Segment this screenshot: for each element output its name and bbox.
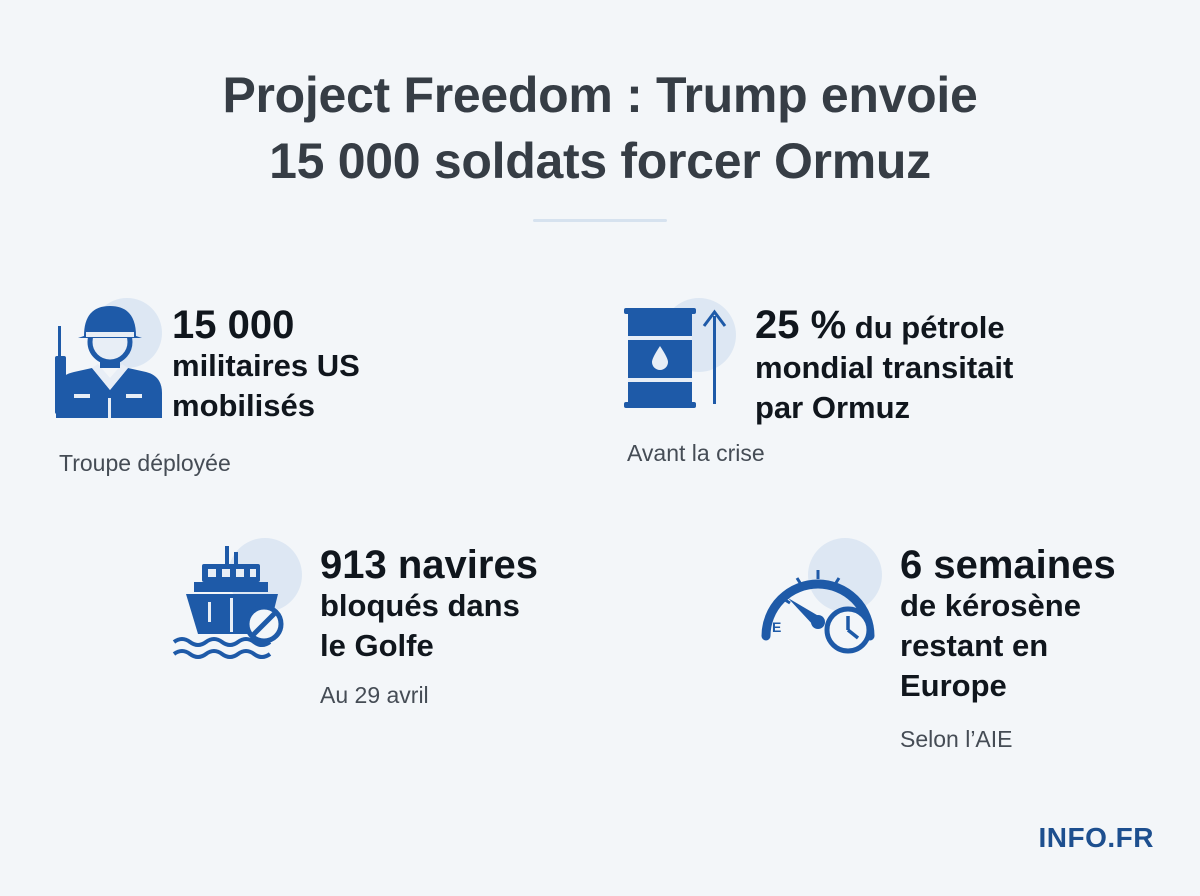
oil-barrel-icon — [624, 298, 736, 413]
stat-kerosene-headline: 6 semaines — [900, 543, 1116, 587]
svg-text:E: E — [772, 619, 781, 635]
stat-soldiers-note: Troupe déployée — [59, 450, 231, 476]
stat-ships-line3: le Golfe — [320, 628, 434, 663]
fuel-gauge-clock-icon: E — [752, 538, 882, 663]
stat-oil-headline-rest: du pétrole — [846, 310, 1005, 345]
title-divider — [533, 219, 667, 222]
stat-kerosene-line2: de kérosène — [900, 588, 1081, 623]
soldier-icon — [52, 298, 167, 423]
stat-oil-line2: mondial transitait — [755, 350, 1014, 385]
stat-ships-line2: bloqués dans — [320, 588, 520, 623]
stat-soldiers-line2: militaires US — [172, 348, 360, 383]
stat-kerosene-line4: Europe — [900, 668, 1007, 703]
page-title: Project Freedom : Trump envoie 15 000 so… — [0, 62, 1200, 194]
stat-soldiers-headline: 15 000 — [172, 303, 295, 347]
title-line-1: Project Freedom : Trump envoie — [222, 67, 978, 123]
stat-soldiers-line3: mobilisés — [172, 388, 315, 423]
stat-ships-note: Au 29 avril — [320, 682, 429, 708]
stat-oil-line3: par Ormuz — [755, 390, 911, 425]
stat-oil-note: Avant la crise — [627, 440, 765, 466]
title-line-2: 15 000 soldats forcer Ormuz — [269, 133, 931, 189]
stat-ships-headline: 913 navires — [320, 543, 538, 587]
stat-kerosene-line3: restant en — [900, 628, 1049, 663]
brand-logo: INFO.FR — [1038, 822, 1154, 853]
stat-kerosene-note: Selon l’AIE — [900, 726, 1013, 752]
stat-oil-headline: 25 % — [755, 303, 847, 347]
blocked-ship-icon — [172, 538, 302, 663]
